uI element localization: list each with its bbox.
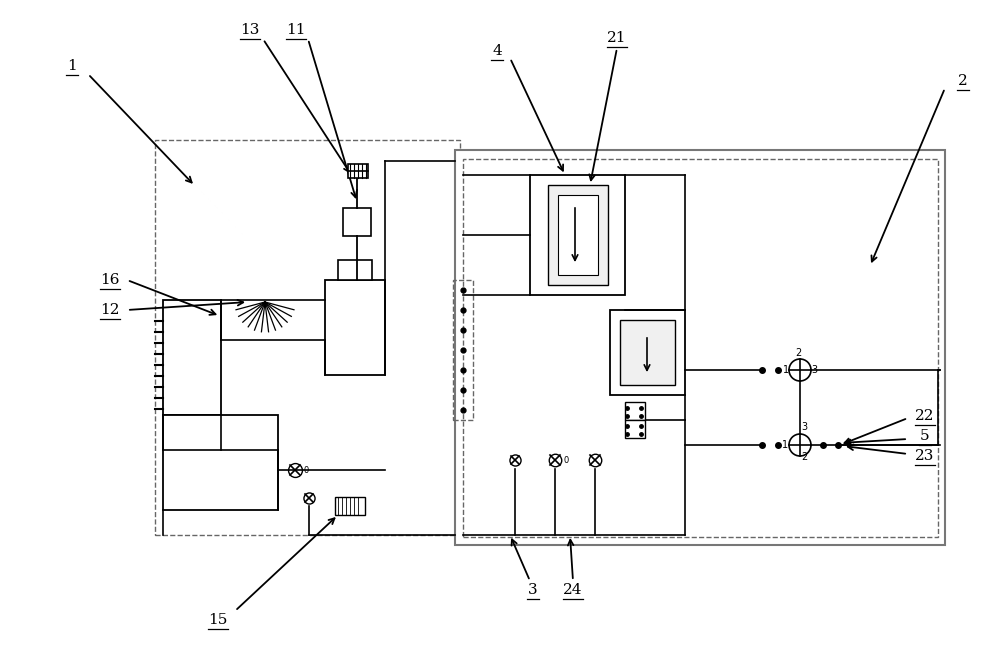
Bar xyxy=(325,280,385,375)
Text: 3: 3 xyxy=(801,422,807,432)
Text: 22: 22 xyxy=(915,409,935,423)
Bar xyxy=(155,140,460,535)
Bar xyxy=(453,280,473,420)
Bar xyxy=(338,260,372,280)
Bar xyxy=(163,300,221,415)
Text: 11: 11 xyxy=(286,23,306,37)
Text: 2: 2 xyxy=(801,452,807,462)
Text: 13: 13 xyxy=(240,23,260,37)
Text: 12: 12 xyxy=(100,303,120,317)
Bar xyxy=(548,185,608,285)
Text: 2: 2 xyxy=(795,348,801,358)
Text: 1: 1 xyxy=(782,440,788,450)
Text: 21: 21 xyxy=(607,31,627,45)
Text: 3: 3 xyxy=(811,365,817,375)
Bar xyxy=(455,150,945,545)
Text: 3: 3 xyxy=(528,583,538,597)
Text: 1: 1 xyxy=(67,59,77,73)
Bar xyxy=(625,420,645,438)
Bar xyxy=(558,195,598,275)
Bar xyxy=(530,175,625,295)
Text: 0: 0 xyxy=(303,466,308,475)
Bar xyxy=(348,164,368,178)
Bar xyxy=(620,320,675,385)
Text: 5: 5 xyxy=(920,429,930,443)
Bar xyxy=(335,497,365,515)
Bar xyxy=(343,208,371,236)
Bar xyxy=(463,159,938,537)
Text: 4: 4 xyxy=(492,44,502,58)
Text: 15: 15 xyxy=(208,613,228,627)
Bar xyxy=(610,310,685,395)
Text: 2: 2 xyxy=(958,74,968,88)
Text: 23: 23 xyxy=(915,449,935,463)
Text: 1: 1 xyxy=(783,365,789,375)
Bar xyxy=(625,402,645,420)
Text: 16: 16 xyxy=(100,273,120,287)
Text: 0: 0 xyxy=(563,456,568,465)
Text: 24: 24 xyxy=(563,583,583,597)
Bar xyxy=(163,415,278,510)
